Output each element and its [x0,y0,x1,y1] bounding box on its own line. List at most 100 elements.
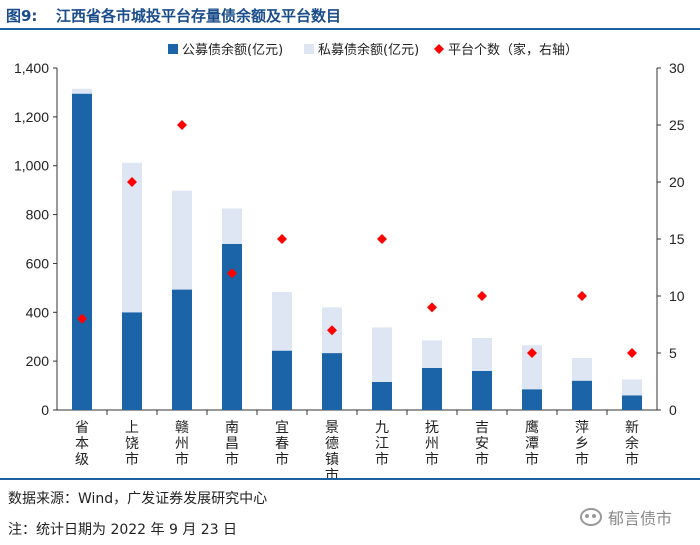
x-tick-label-char: 市 [575,451,589,468]
bar-public [222,243,242,410]
source-note: 数据来源：Wind，广发证券发展研究中心 [8,491,268,507]
x-tick-label-char: 市 [425,451,439,468]
bar-private [222,208,242,244]
legend-swatch-public [168,44,178,54]
y2-tick-label: 30 [669,60,685,76]
y-tick-label: 1,000 [14,158,49,174]
y-tick-label: 1,400 [14,60,49,76]
x-tick-label-char: 新 [625,420,639,436]
x-tick-label-char: 市 [375,451,389,468]
x-tick-label-char: 市 [275,451,289,468]
bar-private [622,379,642,396]
y-tick-label: 400 [26,304,50,320]
y2-tick-label: 0 [669,402,677,418]
legend-swatch-count [434,44,444,54]
x-tick-label-char: 德 [325,436,339,452]
x-tick-label-char: 乡 [575,436,589,452]
x-tick-label-char: 州 [425,436,439,452]
count-marker [577,291,587,301]
bar-private [422,340,442,368]
bar-public [572,380,592,410]
x-tick-label-char: 州 [175,436,189,452]
bar-public [472,370,492,410]
x-tick-label-char: 市 [525,451,539,468]
count-marker [277,234,287,244]
x-tick-label-char: 南 [225,420,239,436]
bar-private [172,190,192,290]
count-marker [377,234,387,244]
y2-tick-label: 10 [669,288,685,304]
y-tick-label: 600 [26,255,50,271]
bar-public [372,381,392,410]
legend-label-public: 公募债余额(亿元) [182,42,283,58]
bar-public [622,395,642,410]
x-tick-label-char: 省 [75,420,89,436]
bar-public [322,353,342,410]
x-tick-label-char: 昌 [225,436,239,452]
x-tick-label-char: 本 [75,436,89,452]
bar-private [522,345,542,390]
bar-private [122,162,142,313]
x-tick-label-char: 吉 [475,420,489,436]
count-marker [77,313,87,324]
count-marker [127,177,137,187]
x-tick-label-char: 市 [625,451,639,468]
title-bar: 图9: 江西省各市城投平台存量债余额及平台数目 [0,0,700,30]
x-tick-label-char: 潭 [525,435,539,452]
y2-tick-label: 5 [669,345,677,361]
y-tick-label: 200 [26,353,50,369]
x-tick-label-char: 宜 [275,420,289,436]
chart: 0 200 400 600 800 1,000 1,200 1,400 0 5 10 15 20 25 30… [14,42,685,478]
footer-divider [0,478,700,480]
x-tick-label-char: 鹰 [525,420,539,436]
x-tick-label-char: 上 [125,420,139,436]
count-marker [527,348,537,358]
x-tick-label-char: 市 [325,467,339,478]
x-tick-label-char: 九 [375,420,389,436]
legend-label-private: 私募债余额(亿元) [318,42,419,58]
x-tick-label-char: 市 [125,451,139,468]
bar-public [122,312,142,410]
chart-title: 江西省各市城投平台存量债余额及平台数目 [56,7,342,25]
x-tick-label-char: 安 [475,436,489,452]
count-marker [427,302,437,313]
bar-private [472,337,492,371]
x-tick-label-char: 景 [325,420,339,436]
x-tick-label-char: 级 [75,452,89,468]
x-tick-label-char: 春 [275,436,289,452]
date-note: 注：统计日期为 2022 年 9 月 23 日 [8,522,238,538]
count-marker [327,325,337,336]
x-tick-label-char: 萍 [575,420,589,436]
x-tick-label-char: 抚 [425,420,439,436]
y2-tick-label: 15 [669,231,685,247]
y-tick-label: 800 [26,207,50,223]
bar-public [272,350,292,410]
bar-private [572,357,592,381]
y2-tick-label: 20 [669,174,685,190]
bar-private [372,327,392,382]
bar-public [522,389,542,410]
x-tick-label-char: 饶 [125,436,139,452]
x-tick-label-char: 市 [475,451,489,468]
wechat-icon [580,508,602,526]
figure-number: 图9: [6,7,38,25]
watermark-text: 郁言债市 [608,509,673,528]
legend-label-count: 平台个数（家，右轴） [448,42,578,58]
count-marker [177,120,187,130]
legend-swatch-private [304,44,314,54]
x-tick-label-char: 市 [225,451,239,468]
bar-private [272,292,292,351]
x-tick-label-char: 江 [375,436,389,452]
bar-public [72,93,92,411]
y-tick-label: 0 [41,402,49,418]
watermark: 郁言债市 [580,505,672,529]
count-marker [227,268,237,279]
bar-public [422,367,442,410]
bar-private [72,88,92,94]
x-tick-label-char: 镇 [325,452,339,468]
x-tick-label-char: 赣 [175,420,189,436]
x-tick-label-char: 市 [175,451,189,468]
y2-tick-label: 25 [669,117,685,133]
x-tick-label-char: 余 [625,435,639,452]
bar-public [172,289,192,410]
